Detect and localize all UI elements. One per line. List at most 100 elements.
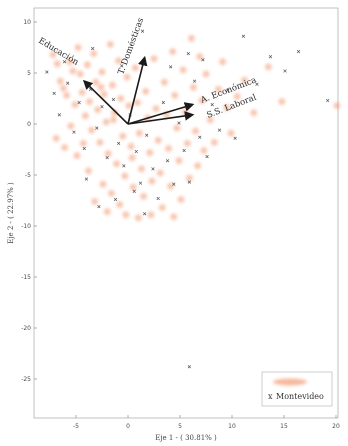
orange-point (186, 174, 193, 182)
x-tick-label: 0 (126, 423, 130, 430)
orange-point (173, 124, 181, 132)
orange-point (76, 70, 84, 78)
orange-point (60, 84, 67, 92)
orange-point (131, 64, 139, 72)
orange-point (117, 95, 125, 102)
montevideo-point (100, 105, 104, 109)
orange-point (78, 89, 86, 96)
orange-point (190, 83, 197, 91)
orange-point (128, 154, 136, 162)
plot-area (33, 7, 339, 419)
orange-point (192, 127, 200, 135)
orange-point (106, 41, 114, 48)
orange-point (97, 83, 105, 91)
orange-point (125, 102, 133, 109)
orange-point (84, 61, 91, 69)
orange-point (99, 180, 107, 188)
orange-point (183, 140, 191, 147)
x-axis-title: Eje 1 - ( 30.81% ) (155, 434, 217, 442)
y-tick-label: -10 (21, 223, 31, 230)
orange-point (150, 55, 158, 63)
montevideo-point (326, 98, 330, 103)
orange-point (115, 57, 122, 65)
y-tick-label: -20 (21, 325, 31, 332)
orange-point (171, 92, 179, 99)
orange-point (161, 78, 168, 86)
montevideo-point (192, 79, 197, 83)
orange-point (122, 211, 130, 219)
orange-point (134, 99, 141, 106)
orange-point (152, 105, 160, 113)
montevideo-point (142, 212, 147, 216)
orange-point (198, 97, 206, 104)
orange-point (66, 58, 74, 66)
orange-point (111, 109, 118, 117)
montevideo-point (111, 97, 116, 102)
montevideo-point (66, 81, 70, 85)
montevideo-point (201, 58, 205, 62)
montevideo-point (105, 156, 109, 160)
montevideo-points-layer (45, 29, 330, 369)
montevideo-point (132, 189, 136, 193)
axis-ticks-layer: -5 0 5 10 15 20 10 5 0 -5 -10 -15 -20 -25 (21, 19, 340, 430)
montevideo-point (95, 126, 99, 130)
y-axis-title: Eje 2 - ( 22.97% ) (7, 182, 15, 244)
orange-point (69, 67, 77, 75)
orange-point (138, 165, 145, 173)
orange-point (250, 109, 258, 117)
orange-point (210, 139, 218, 146)
orange-point (61, 144, 68, 151)
montevideo-point (187, 180, 192, 184)
montevideo-point (268, 55, 273, 59)
orange-point (57, 77, 64, 85)
orange-point (109, 81, 116, 89)
orange-point (188, 34, 195, 42)
montevideo-point (57, 113, 62, 117)
montevideo-point (116, 141, 121, 146)
orange-point (127, 143, 135, 150)
orange-point (227, 129, 235, 137)
orange-point (94, 106, 102, 114)
orange-point (167, 182, 175, 190)
x-tick-label: 5 (178, 423, 182, 430)
orange-point (200, 147, 208, 154)
montevideo-point (156, 196, 160, 201)
montevideo-point (151, 167, 155, 171)
orange-point (88, 126, 95, 134)
orange-point (165, 145, 173, 152)
orange-point (158, 204, 166, 212)
orange-point (202, 70, 210, 78)
montevideo-point (241, 34, 246, 38)
montevideo-point (283, 69, 287, 73)
orange-point (82, 112, 89, 120)
legend-orange-swatch (273, 378, 307, 386)
montevideo-point (84, 177, 89, 181)
montevideo-point (77, 100, 81, 105)
montevideo-point (90, 46, 95, 51)
orange-point (148, 177, 156, 185)
orange-point (194, 162, 202, 170)
montevideo-point (255, 82, 259, 86)
loading-arrow (127, 55, 148, 125)
montevideo-point (182, 148, 186, 153)
montevideo-point (233, 136, 237, 140)
orange-point (49, 51, 57, 58)
legend-montevideo-label: Montevideo (276, 392, 324, 401)
orange-point (154, 136, 162, 144)
loading-arrow (127, 102, 195, 125)
montevideo-point (187, 365, 192, 369)
orange-point (181, 108, 189, 116)
orange-point (100, 91, 108, 98)
orange-point (206, 116, 214, 124)
orange-point (179, 66, 187, 74)
x-tick-label: 15 (280, 423, 288, 430)
montevideo-point (205, 154, 209, 159)
x-tick-label: -5 (73, 423, 79, 430)
orange-point (71, 101, 79, 108)
orange-point (129, 183, 137, 191)
orange-point (333, 102, 341, 109)
orange-point (104, 150, 112, 158)
orange-point (215, 85, 222, 93)
montevideo-point (177, 121, 181, 125)
orange-point (175, 157, 183, 165)
